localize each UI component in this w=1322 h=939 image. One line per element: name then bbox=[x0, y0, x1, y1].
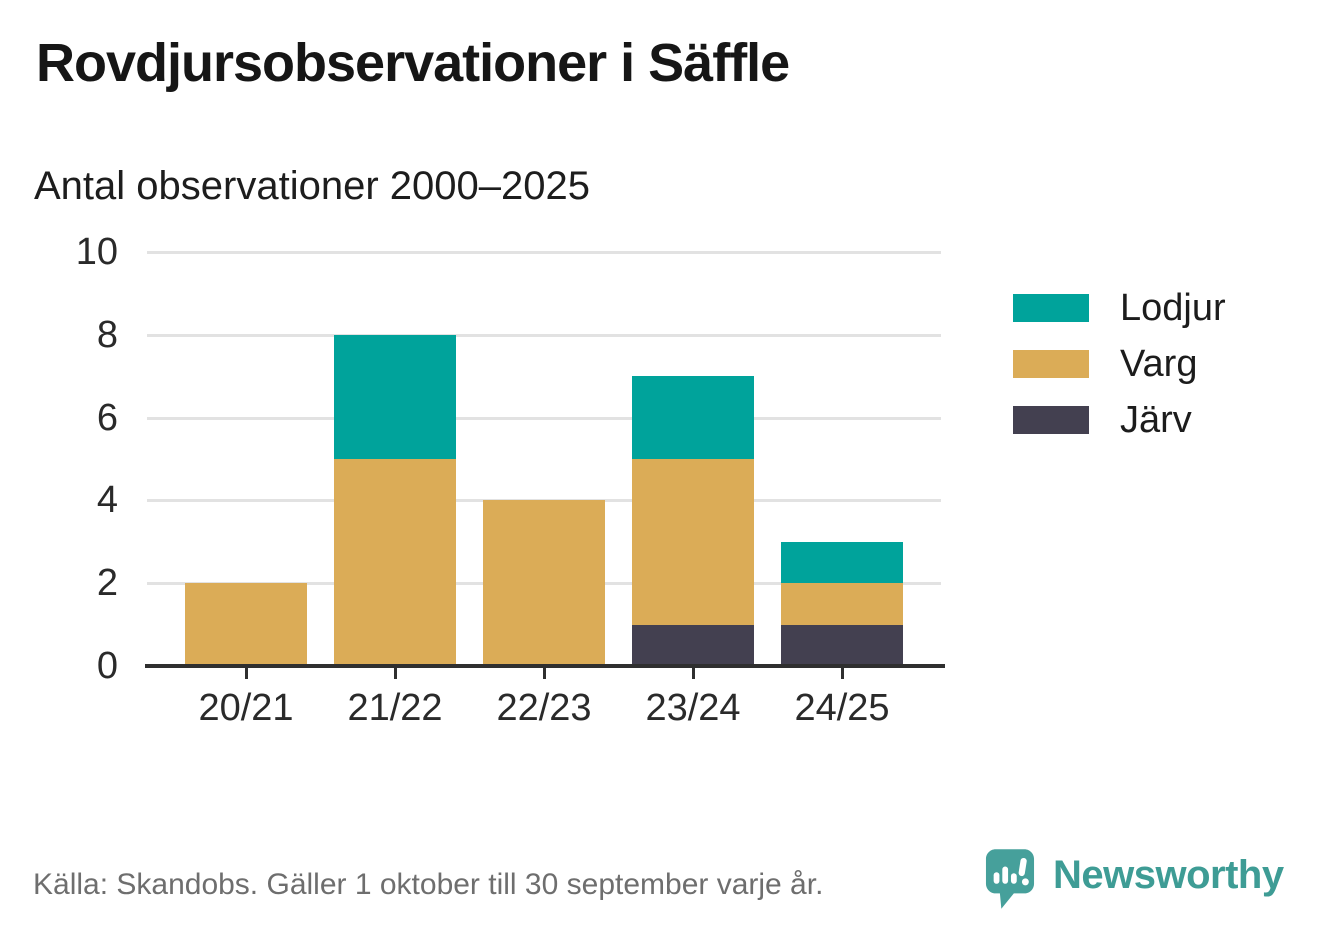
legend-item-jarv: Järv bbox=[1013, 401, 1226, 439]
gridline-8 bbox=[147, 333, 941, 337]
legend-label-lodjur: Lodjur bbox=[1120, 287, 1226, 329]
source-note: Källa: Skandobs. Gäller 1 oktober till 3… bbox=[33, 868, 824, 901]
bar-24-25-lodjur bbox=[781, 541, 903, 584]
bar-21-22-lodjur bbox=[334, 334, 456, 459]
y-axis-label-6: 6 bbox=[96, 396, 118, 439]
x-axis-label-22-23: 22/23 bbox=[496, 687, 592, 729]
y-axis-label-4: 4 bbox=[96, 479, 118, 522]
legend-item-lodjur: Lodjur bbox=[1013, 289, 1226, 327]
legend-item-varg: Varg bbox=[1013, 345, 1226, 383]
legend-label-varg: Varg bbox=[1120, 343, 1198, 385]
y-axis-label-2: 2 bbox=[96, 562, 118, 605]
legend-swatch-jarv bbox=[1013, 406, 1089, 434]
y-axis-label-0: 0 bbox=[96, 645, 118, 687]
bar-22-23-varg bbox=[483, 500, 605, 666]
x-tick-23-24 bbox=[691, 668, 695, 679]
bar-20-21-varg bbox=[185, 583, 307, 666]
bar-24-25-varg bbox=[781, 583, 903, 625]
x-axis-label-21-22: 21/22 bbox=[347, 687, 443, 729]
gridline-10 bbox=[147, 251, 941, 254]
legend: Lodjur Varg Järv bbox=[1013, 289, 1226, 462]
legend-swatch-lodjur bbox=[1013, 294, 1089, 322]
bar-23-24-jarv bbox=[632, 624, 754, 666]
x-tick-20-21 bbox=[244, 668, 248, 679]
x-axis-label-23-24: 23/24 bbox=[645, 687, 741, 729]
bar-24-25-jarv bbox=[781, 624, 903, 666]
x-axis-label-24-25: 24/25 bbox=[794, 687, 890, 729]
chart-title: Rovdjursobservationer i Säffle bbox=[36, 33, 790, 93]
bar-21-22-varg bbox=[334, 459, 456, 666]
y-axis-label-10: 10 bbox=[75, 231, 118, 273]
newsworthy-logo: Newsworthy bbox=[985, 848, 1284, 910]
legend-swatch-varg bbox=[1013, 350, 1089, 378]
x-tick-22-23 bbox=[542, 668, 546, 679]
x-axis-line bbox=[145, 664, 945, 668]
bar-23-24-varg bbox=[632, 459, 754, 625]
y-axis-label-8: 8 bbox=[96, 313, 118, 356]
plot-area bbox=[147, 251, 941, 666]
chart-subtitle: Antal observationer 2000–2025 bbox=[34, 164, 590, 208]
x-tick-24-25 bbox=[840, 668, 844, 679]
x-tick-21-22 bbox=[393, 668, 397, 679]
newsworthy-wordmark: Newsworthy bbox=[1053, 852, 1284, 897]
gridline-6 bbox=[147, 416, 941, 420]
newsworthy-pin-icon bbox=[985, 849, 1035, 909]
legend-label-jarv: Järv bbox=[1120, 399, 1192, 441]
x-axis-label-20-21: 20/21 bbox=[198, 687, 294, 729]
bar-23-24-lodjur bbox=[632, 376, 754, 459]
